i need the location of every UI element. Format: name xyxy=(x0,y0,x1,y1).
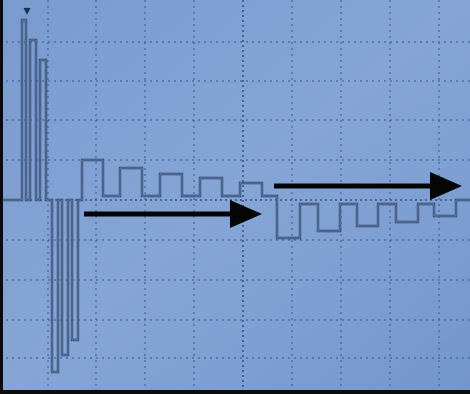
trigger-marker-icon: ▾ xyxy=(23,3,30,19)
waveform-trace xyxy=(3,18,470,374)
screen-left-edge xyxy=(0,0,3,394)
arrow-lower xyxy=(84,200,262,228)
screen-bottom-edge xyxy=(0,390,470,394)
arrow-lower-head xyxy=(230,200,262,228)
arrow-upper-head xyxy=(430,172,462,200)
arrow-upper xyxy=(274,172,462,200)
trace-highlight xyxy=(3,19,470,373)
